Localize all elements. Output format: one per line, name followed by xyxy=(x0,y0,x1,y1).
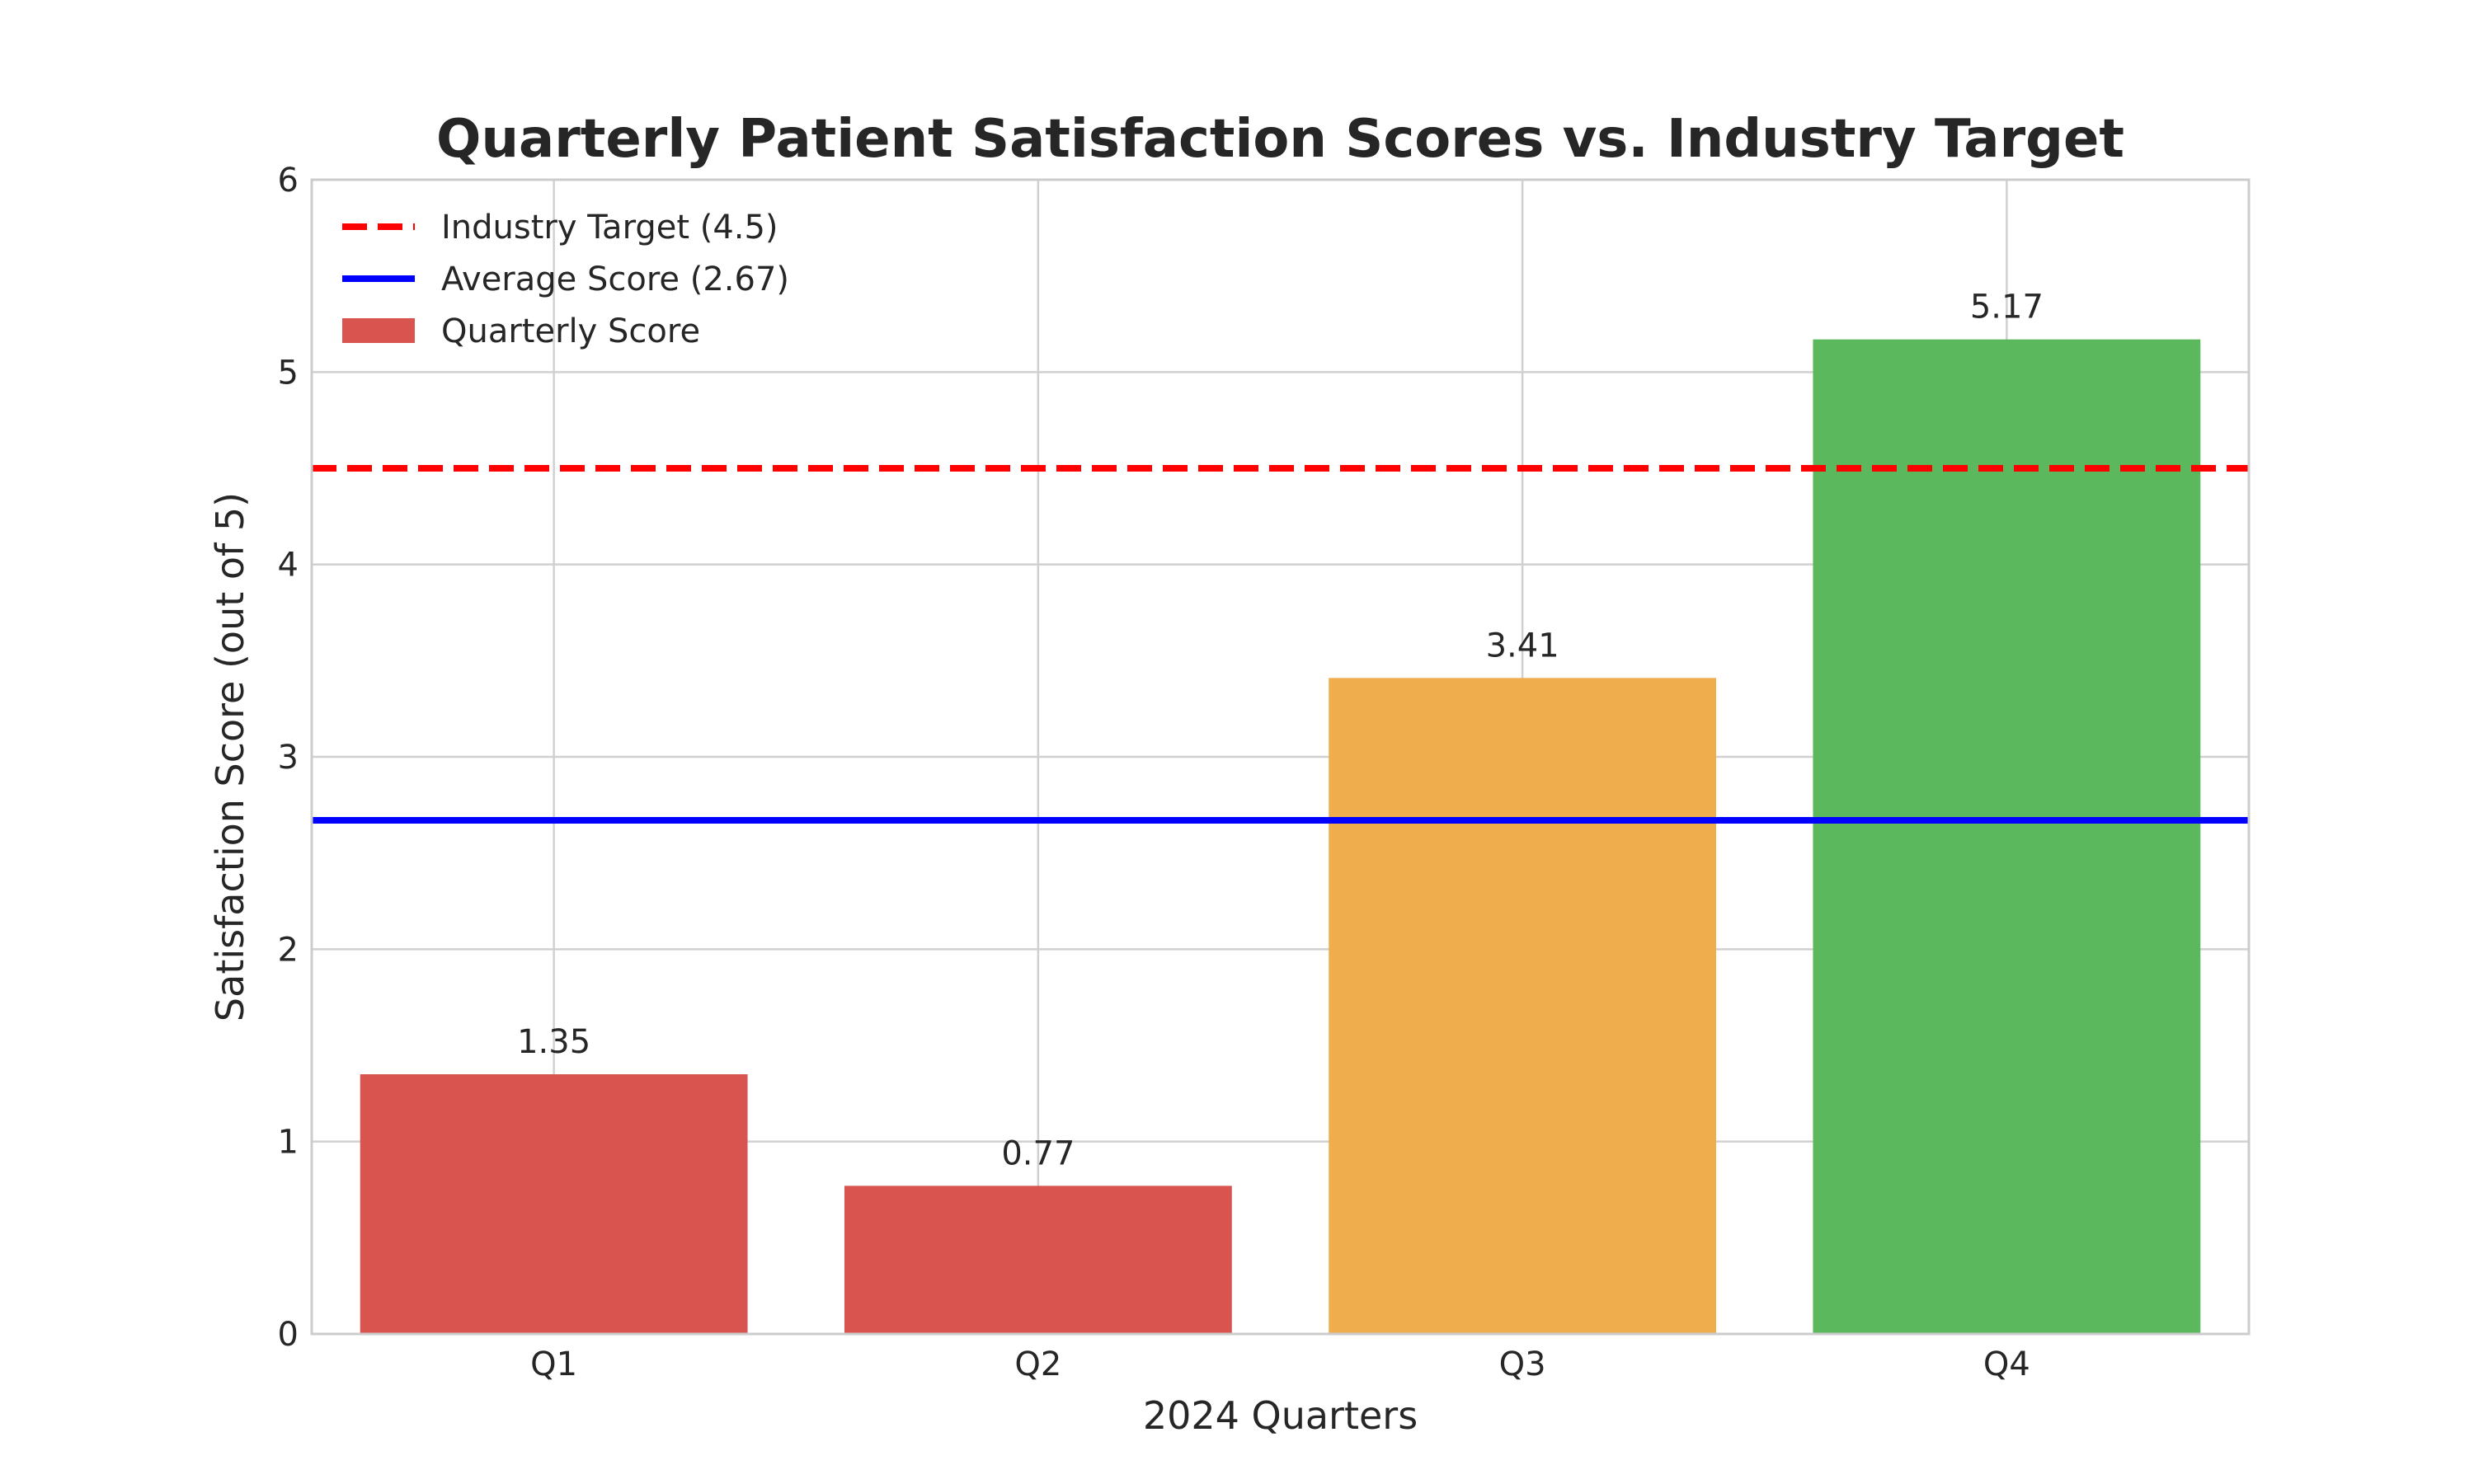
data-label-q2: 0.77 xyxy=(1001,1134,1075,1172)
ticks-layer: 0 1 2 3 4 5 6 Q1 Q2 Q3 Q4 xyxy=(278,162,2030,1383)
y-tick-label: 4 xyxy=(278,547,299,585)
y-tick-label: 5 xyxy=(278,354,299,392)
bar-q3 xyxy=(1329,678,1717,1334)
bars-layer xyxy=(360,339,2201,1335)
plot-frame xyxy=(310,178,2251,1336)
y-tick-label: 6 xyxy=(278,162,299,200)
y-tick-label: 1 xyxy=(278,1124,299,1162)
legend-item-1-label: Average Score (2.67) xyxy=(441,261,789,298)
data-label-q1: 1.35 xyxy=(517,1023,590,1061)
y-tick-label: 3 xyxy=(278,739,299,777)
data-label-q3: 3.41 xyxy=(1486,627,1559,665)
data-label-q4: 5.17 xyxy=(1970,289,2044,326)
reference-lines-layer xyxy=(312,465,2249,824)
bar-q4 xyxy=(1813,339,2201,1335)
data-labels-layer: 1.35 0.77 3.41 5.17 xyxy=(517,289,2044,1173)
y-tick-label: 2 xyxy=(278,931,299,969)
x-tick-label: Q4 xyxy=(1983,1345,2030,1383)
chart-title: Quarterly Patient Satisfaction Scores vs… xyxy=(436,109,2124,170)
legend-item-2-swatch xyxy=(342,318,415,343)
x-tick-label: Q3 xyxy=(1499,1345,1546,1383)
legend: Industry Target (4.5) Average Score (2.67… xyxy=(342,209,789,350)
bar-q1 xyxy=(360,1074,748,1334)
y-axis-label: Satisfaction Score (out of 5) xyxy=(208,492,252,1021)
y-tick-label: 0 xyxy=(278,1316,299,1354)
x-tick-label: Q2 xyxy=(1014,1345,1061,1383)
bar-q2 xyxy=(844,1186,1232,1334)
x-tick-label: Q1 xyxy=(530,1345,577,1383)
legend-item-2-label: Quarterly Score xyxy=(441,312,700,350)
legend-item-0-label: Industry Target (4.5) xyxy=(441,209,778,247)
x-axis-label: 2024 Quarters xyxy=(1143,1393,1418,1438)
